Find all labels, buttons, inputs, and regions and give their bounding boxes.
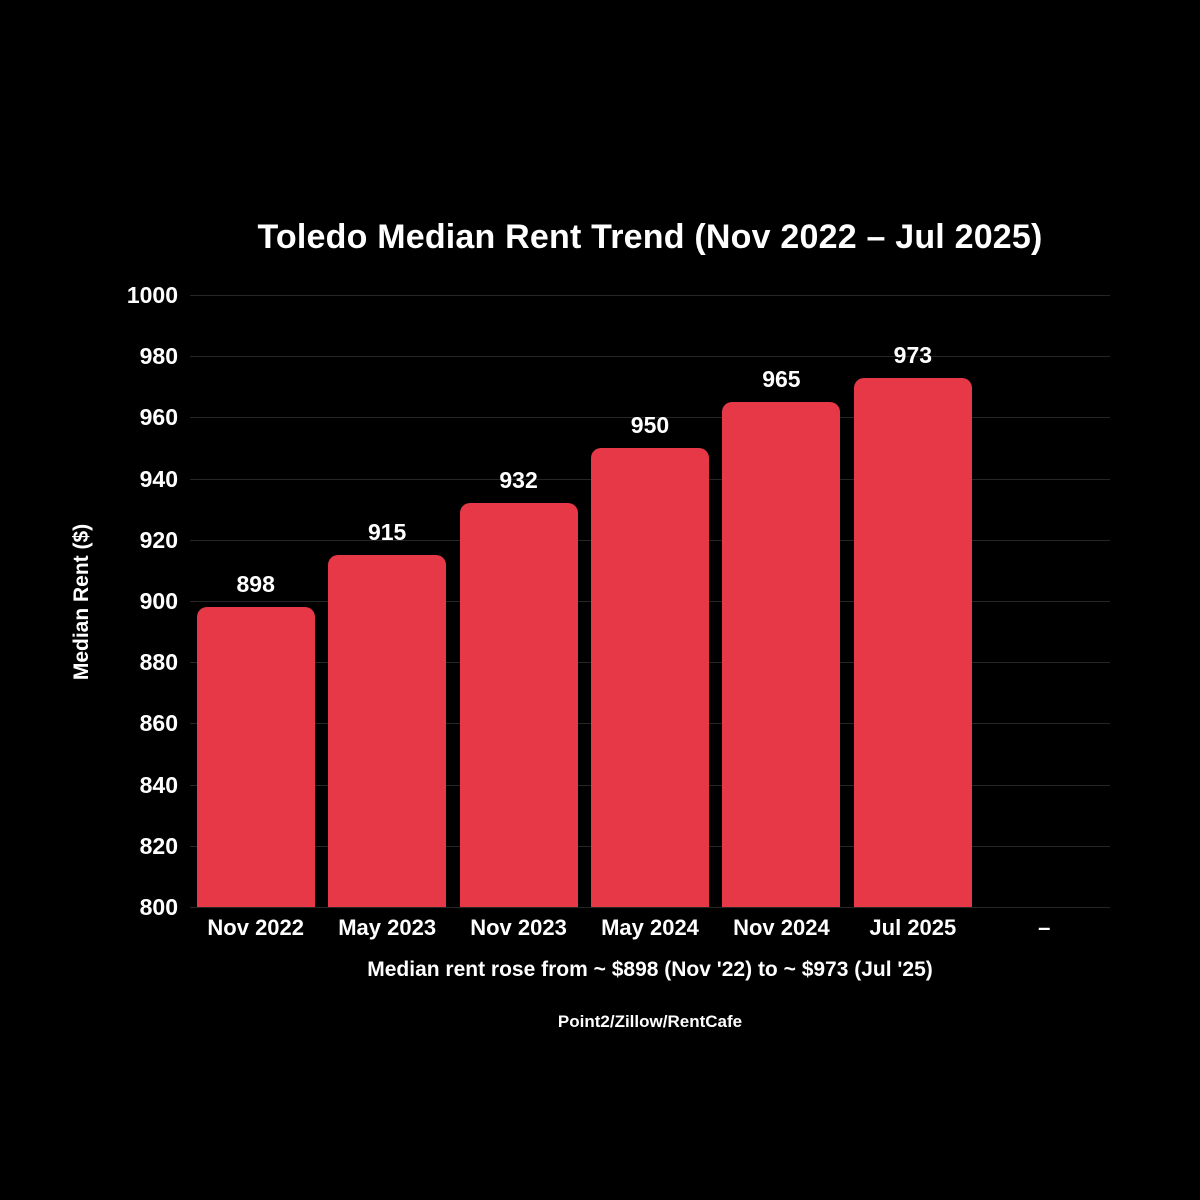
bar-value-label: 915 [367, 519, 407, 546]
y-tick-label: 840 [139, 771, 178, 798]
bar-value-label: 898 [236, 571, 275, 598]
x-tick-label: May 2023 [338, 915, 437, 940]
x-tick-label: May 2024 [601, 915, 699, 940]
y-tick-label: 800 [139, 894, 178, 920]
y-tick-label: 960 [139, 404, 178, 431]
gridline [190, 295, 1110, 296]
y-tick-label: 820 [139, 832, 178, 859]
gridline [190, 356, 1110, 358]
y-tick-label: 920 [139, 526, 178, 553]
chart-title: Toledo Median Rent Trend (Nov 2022 – Jul… [257, 218, 1043, 256]
bar-value-label: 932 [499, 467, 538, 494]
x-tick-label: Jul 2025 [869, 915, 957, 940]
bar-value-label: 950 [630, 412, 670, 438]
x-tick-label: Nov 2024 [733, 915, 830, 940]
bar [196, 607, 315, 907]
gridline [190, 907, 1110, 908]
y-tick-label: 980 [139, 343, 178, 370]
plot-area: 898 915 932 950 965 973 [190, 295, 1110, 908]
y-tick-label: 940 [139, 465, 178, 492]
chart-caption: Median rent rose from ~ $898 (Nov '22) t… [367, 958, 933, 981]
x-tick-label: Nov 2022 [207, 915, 305, 940]
gridline [190, 417, 1110, 419]
y-tick-label: 860 [139, 710, 178, 737]
y-tick-label: 880 [139, 649, 178, 676]
bar-value-label: 973 [893, 341, 933, 368]
bar-value-label: 965 [762, 366, 801, 393]
x-tick-label: – [1038, 915, 1051, 940]
bar [853, 377, 972, 907]
bar [459, 503, 578, 907]
bar [328, 555, 447, 907]
bar [591, 448, 709, 907]
y-tick-label: 1000 [126, 282, 178, 308]
x-tick-label: Nov 2023 [470, 915, 567, 940]
y-tick-label: 900 [139, 588, 178, 614]
source-note: Point2/Zillow/RentCafe [557, 1012, 743, 1031]
bar [722, 402, 841, 907]
